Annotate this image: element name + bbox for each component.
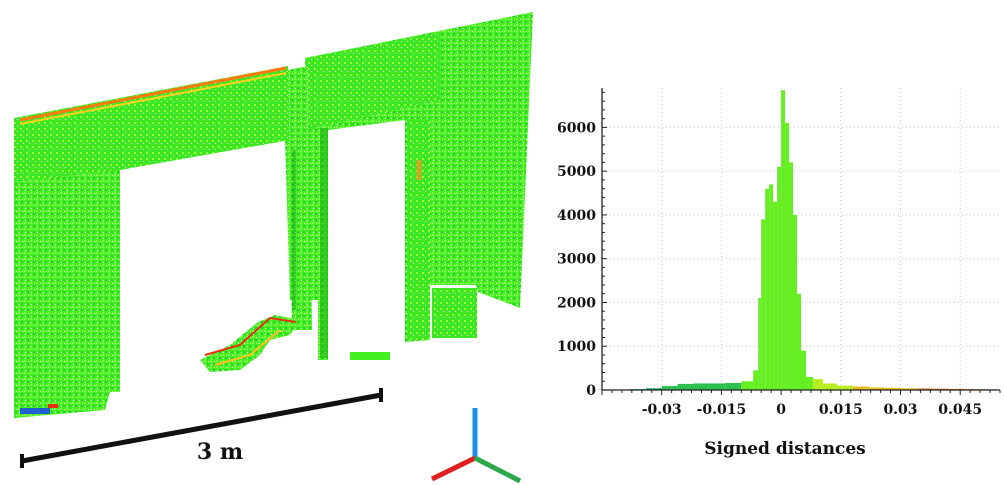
- histogram-bar: [801, 350, 806, 390]
- histogram-bar: [709, 383, 726, 390]
- y-tick-label: 4000: [557, 208, 596, 224]
- histogram-bar: [852, 386, 869, 390]
- x-tick-label: 0: [776, 402, 786, 418]
- x-tick-label: 0.015: [819, 402, 863, 418]
- histogram-bar: [693, 383, 710, 390]
- histogram-bar: [677, 383, 694, 390]
- y-tick-label: 2000: [557, 295, 596, 311]
- histogram-bar: [836, 385, 853, 390]
- scale-bar-label: 3 m: [197, 439, 243, 465]
- y-tick-label: 6000: [557, 120, 596, 136]
- histogram-bar: [789, 162, 794, 390]
- axes: [601, 88, 1001, 395]
- y-tick-label: 5000: [557, 164, 596, 180]
- histogram-bar: [785, 123, 790, 390]
- histogram-bar: [781, 90, 786, 390]
- histogram-bar: [761, 219, 766, 390]
- debris-cluster: [200, 315, 300, 372]
- x-tick-label: 0.03: [883, 402, 917, 418]
- histogram-bar: [916, 388, 933, 390]
- histogram-bar: [884, 387, 901, 390]
- axes-triad-icon: [430, 408, 522, 484]
- wall-left-beam: [14, 66, 290, 182]
- histogram-bar: [812, 379, 823, 390]
- histogram-bar: [765, 188, 770, 390]
- histogram-bar: [868, 387, 885, 390]
- histogram-bar: [773, 201, 778, 390]
- histogram-bar: [661, 386, 678, 390]
- scale-bar: [20, 388, 383, 468]
- y-tick-label: 3000: [557, 252, 596, 268]
- histogram-bar: [932, 388, 949, 390]
- wall-left-top-edge: [19, 66, 287, 122]
- histogram-bar: [797, 293, 801, 390]
- histogram-bar: [753, 370, 759, 390]
- histogram-bar: [725, 382, 742, 390]
- histogram-bar: [805, 376, 813, 390]
- histogram-bars: [598, 90, 997, 390]
- y-tick-label: 1000: [557, 339, 596, 355]
- wall-right-beam: [305, 32, 440, 130]
- histogram-bar: [900, 388, 917, 390]
- histogram-bar: [769, 184, 774, 390]
- histogram-bar: [777, 166, 782, 390]
- histogram-bar: [793, 214, 798, 390]
- histogram-bar: [822, 383, 837, 390]
- tick-labels: 0 1000 2000 3000 4000 5000 6000 -0.03 -0.015 0 0.0…: [557, 120, 982, 418]
- histogram-bar: [645, 388, 662, 390]
- y-tick-label: 0: [586, 383, 596, 399]
- x-tick-label: 0.045: [938, 402, 982, 418]
- histogram-bar: [758, 298, 762, 390]
- x-axis-label: Signed distances: [704, 439, 865, 459]
- x-tick-label: -0.015: [697, 402, 747, 418]
- x-tick-label: -0.03: [642, 402, 682, 418]
- histogram-bar: [741, 381, 754, 390]
